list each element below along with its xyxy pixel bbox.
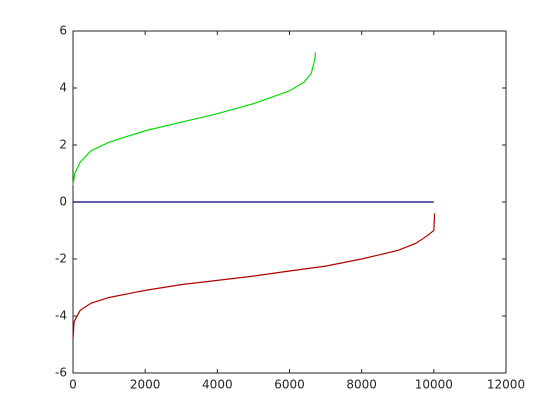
x-tick-label: 12000 [487, 378, 525, 392]
y-tick-label: 6 [59, 24, 67, 38]
y-tick-label: 2 [59, 138, 67, 152]
x-tick-label: 10000 [415, 378, 453, 392]
y-tick-label: -4 [55, 309, 67, 323]
x-tick-label: 8000 [346, 378, 377, 392]
y-tick-label: -6 [55, 366, 67, 380]
x-tick-label: 0 [69, 378, 77, 392]
y-tick-label: 4 [59, 81, 67, 95]
x-tick-label: 4000 [202, 378, 233, 392]
series-line [72, 52, 317, 185]
series-line [72, 213, 436, 339]
x-tick-label: 6000 [274, 378, 305, 392]
y-tick-label: -2 [55, 252, 67, 266]
x-tick-label: 2000 [130, 378, 161, 392]
y-tick-label: 0 [59, 195, 67, 209]
